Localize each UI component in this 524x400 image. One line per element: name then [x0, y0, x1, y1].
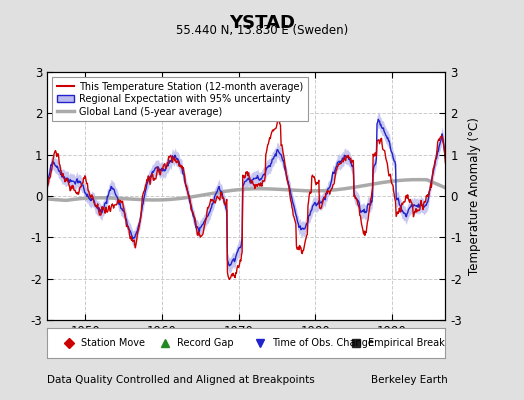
Text: Station Move: Station Move: [81, 338, 145, 348]
Legend: This Temperature Station (12-month average), Regional Expectation with 95% uncer: This Temperature Station (12-month avera…: [52, 77, 308, 122]
Text: 55.440 N, 13.830 E (Sweden): 55.440 N, 13.830 E (Sweden): [176, 24, 348, 37]
Y-axis label: Temperature Anomaly (°C): Temperature Anomaly (°C): [468, 117, 481, 275]
Text: Berkeley Earth: Berkeley Earth: [372, 375, 448, 385]
Text: Record Gap: Record Gap: [177, 338, 233, 348]
Text: Time of Obs. Change: Time of Obs. Change: [272, 338, 374, 348]
Text: Data Quality Controlled and Aligned at Breakpoints: Data Quality Controlled and Aligned at B…: [47, 375, 315, 385]
Text: Empirical Break: Empirical Break: [368, 338, 444, 348]
Text: YSTAD: YSTAD: [229, 14, 295, 32]
